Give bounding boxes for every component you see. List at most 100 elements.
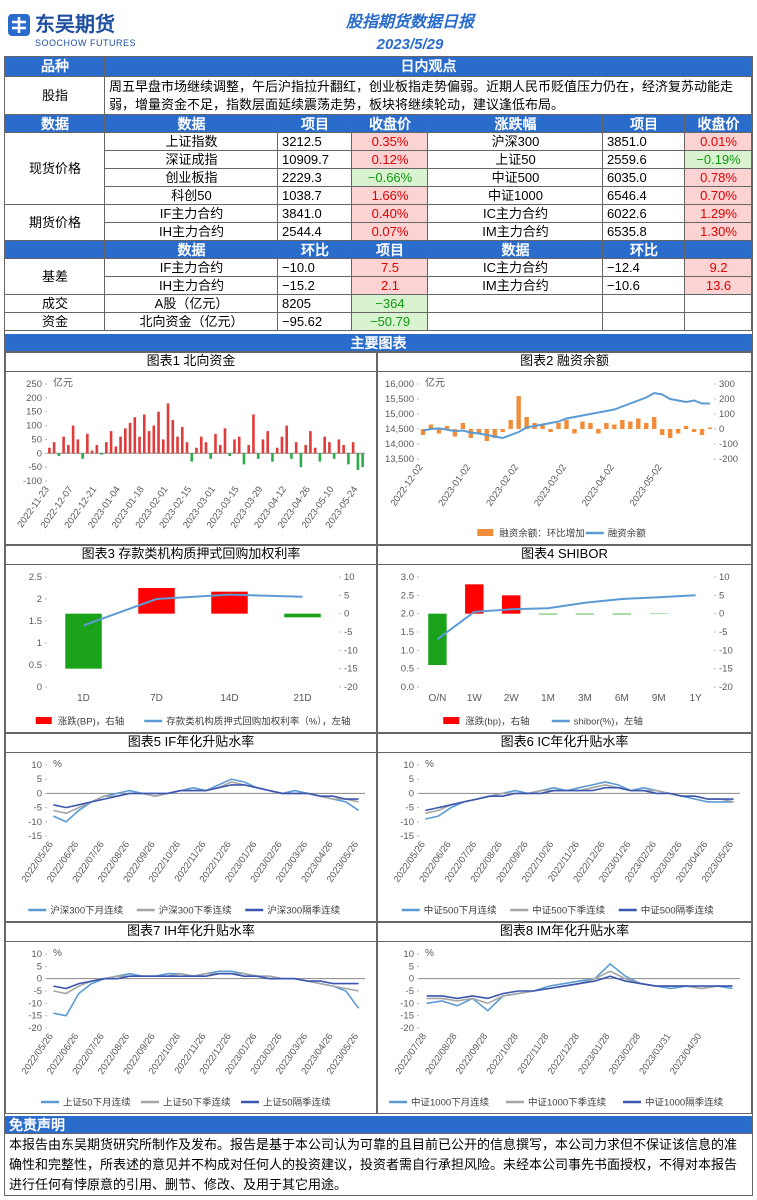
bar — [313, 447, 317, 454]
y2-tick-label: -20 — [344, 682, 358, 693]
line — [425, 786, 734, 812]
line — [83, 593, 303, 627]
item-cell: IC主力合约 — [428, 259, 603, 277]
bar — [580, 421, 585, 429]
bar — [214, 433, 217, 454]
section-header: 主要图表 — [5, 334, 752, 352]
bar — [347, 453, 350, 465]
x-tick-label: 14D — [220, 693, 238, 704]
y-tick-label: -15 — [400, 831, 414, 842]
table-header: 收盘价 — [685, 115, 752, 133]
bar — [628, 421, 633, 429]
bar — [556, 423, 561, 429]
legend-label: 中证500隔季连续 — [641, 905, 714, 917]
bar — [444, 426, 450, 429]
group-label: 资金 — [5, 313, 105, 331]
y-tick-label: 200 — [26, 393, 42, 404]
bar — [428, 424, 434, 429]
change-cell: 1.30% — [685, 223, 752, 241]
y-tick-label: 0.5 — [401, 664, 414, 675]
change-cell: 0.07% — [352, 223, 428, 241]
disclaimer-text: 本报告由东吴期货研究所制作及发布。报告是基于本公司认为可靠的且目前已公开的信息撰… — [9, 1137, 738, 1192]
item-cell: IH主力合约 — [105, 277, 278, 295]
bar — [57, 453, 61, 457]
bar — [540, 424, 545, 429]
bar — [337, 439, 341, 454]
bar — [128, 422, 132, 454]
chart-frame — [5, 733, 377, 922]
y2-tick-label: -15 — [719, 664, 733, 675]
item-cell: IC主力合约 — [428, 205, 603, 223]
bar — [71, 425, 75, 454]
legend-label: 涨跌(bp)，右轴 — [465, 716, 529, 728]
item-cell: 深证成指 — [105, 151, 278, 169]
bar — [52, 442, 56, 454]
y-tick-label: -5 — [34, 986, 42, 997]
table-header: 项目 — [278, 115, 352, 133]
y-tick-label: -5 — [34, 803, 42, 814]
change-cell: 0.40% — [352, 205, 428, 223]
chart: 图表4 SHIBOR 0.0 0.5 1.0 1.5 2.0 2.5 3.0 -20 -15 -10… — [377, 545, 752, 733]
bar — [233, 439, 236, 454]
chart: 图表2 融资余额 13,500 14,000 14,500 15,000 15,500 16… — [377, 352, 752, 545]
y-tick-label: -10 — [28, 817, 42, 828]
y2-tick-label: 5 — [719, 590, 724, 601]
y2-tick-label: -15 — [344, 664, 358, 675]
y2-tick-label: -200 — [719, 454, 738, 465]
legend-label: 涨跌(BP)，右轴 — [58, 716, 125, 728]
x-tick-label: 1Y — [689, 693, 702, 704]
bar — [323, 436, 326, 454]
view-label: 股指 — [5, 77, 105, 115]
change-cell: 9.2 — [685, 259, 752, 277]
y-tick-label: -20 — [28, 1023, 42, 1034]
x-tick-label: 1D — [77, 693, 90, 704]
x-tick-label: 7D — [150, 693, 163, 704]
change-cell: 0.12% — [352, 151, 428, 169]
y-tick-label: 10 — [403, 949, 414, 960]
value-cell: 2544.4 — [278, 223, 352, 241]
table-header: 数据 — [105, 115, 278, 133]
x-tick-label: 2023-05-02 — [628, 462, 665, 508]
bar — [223, 428, 227, 454]
chart-frame — [377, 352, 752, 545]
bar — [147, 431, 151, 454]
bar — [133, 417, 137, 454]
y-tick-label: -10 — [400, 817, 414, 828]
bar — [211, 591, 248, 614]
value-cell: 6546.4 — [603, 187, 685, 205]
legend-swatch — [443, 717, 460, 724]
legend-label: shibor(%)，左轴 — [574, 716, 643, 728]
change-cell: −364 — [352, 295, 428, 313]
bar — [436, 429, 442, 434]
y-tick-label: 15,500 — [385, 394, 414, 405]
view-header: 品种 — [5, 57, 105, 77]
bar — [332, 453, 336, 459]
bar — [67, 444, 70, 454]
chart-frame — [5, 352, 377, 545]
y-tick-label: 100 — [26, 421, 42, 432]
item-cell: 北向资金（亿元） — [105, 313, 278, 331]
bar — [636, 418, 641, 429]
line — [426, 962, 733, 1012]
y-tick-label: 0.0 — [401, 682, 414, 693]
legend-label: 沪深300下季连续 — [159, 905, 232, 917]
y2-tick-label: 5 — [344, 590, 349, 601]
chart-title: 图表6 IC年化升贴水率 — [501, 734, 629, 749]
chart-frame — [377, 922, 752, 1114]
y-tick-label: 14,000 — [385, 439, 414, 450]
bar — [516, 396, 521, 429]
empty-cell — [603, 295, 685, 313]
chart-title: 图表7 IH年化升贴水率 — [127, 923, 255, 938]
value-cell: 2559.6 — [603, 151, 685, 169]
chart-title: 图表2 融资余额 — [520, 353, 609, 368]
bar — [256, 453, 260, 459]
x-tick-label: 2W — [504, 693, 520, 704]
y-tick-label: 50 — [31, 434, 42, 445]
line — [426, 970, 733, 1005]
bar — [500, 429, 505, 432]
bar — [285, 425, 288, 454]
bar — [620, 420, 625, 429]
